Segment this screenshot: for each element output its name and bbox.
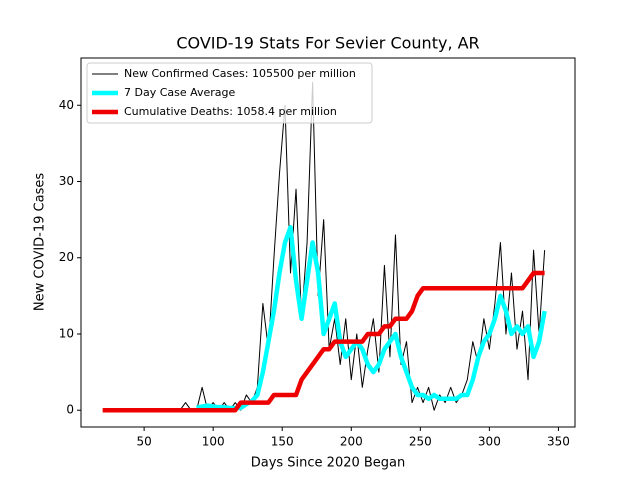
y-tick-label: 0 (66, 403, 74, 417)
axes-frame (80, 57, 576, 428)
chart-title: COVID-19 Stats For Sevier County, AR (176, 34, 479, 53)
x-tick-label: 200 (340, 435, 363, 449)
legend-label: Cumulative Deaths: 1058.4 per million (124, 105, 337, 118)
y-tick-label: 20 (59, 250, 74, 264)
x-tick-label: 100 (202, 435, 225, 449)
series-line (195, 225, 547, 411)
x-tick-label: 50 (136, 435, 151, 449)
y-tick-label: 10 (59, 326, 74, 340)
legend-label: 7 Day Case Average (124, 86, 236, 99)
x-tick-label: 300 (478, 435, 501, 449)
y-tick-label: 40 (59, 98, 74, 112)
plot-area (102, 81, 547, 413)
series-line (102, 270, 545, 413)
x-axis-label: Days Since 2020 Began (251, 456, 406, 471)
x-tick-label: 150 (271, 435, 294, 449)
y-axis-label: New COVID-19 Cases (33, 173, 48, 311)
legend-label: New Confirmed Cases: 105500 per million (124, 67, 356, 80)
x-tick-label: 350 (547, 435, 570, 449)
x-tick-label: 250 (409, 435, 432, 449)
legend-box (86, 62, 373, 124)
y-tick-label: 30 (59, 174, 74, 188)
